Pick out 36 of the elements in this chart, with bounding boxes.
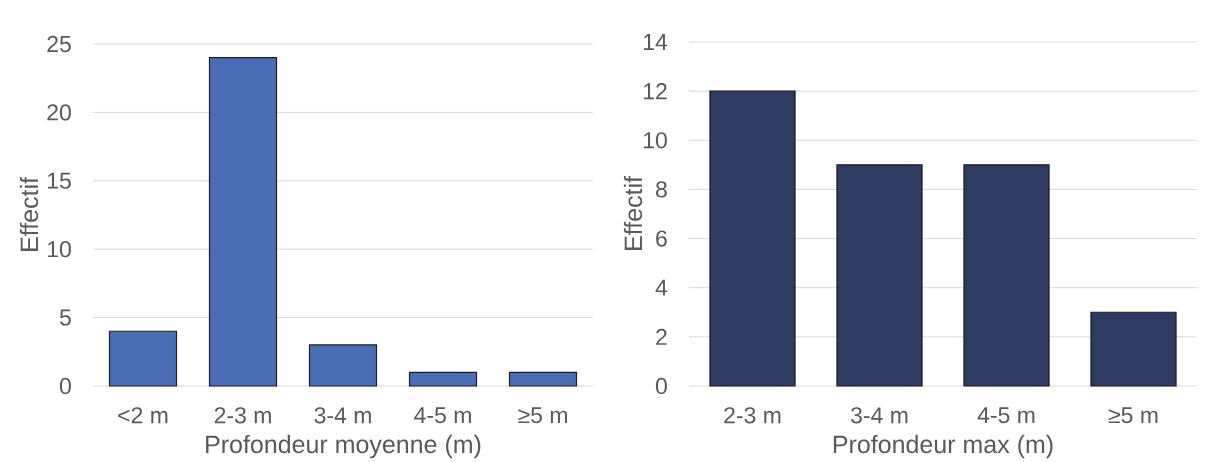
x-tick-label: ≥5 m xyxy=(518,407,567,424)
bar xyxy=(508,371,578,387)
y-tick-label: 12 xyxy=(643,83,667,100)
x-tick-label: 4-5 m xyxy=(977,407,1035,424)
x-tick-label: 4-5 m xyxy=(414,407,471,424)
bar xyxy=(208,57,278,387)
x-axis-title: Profondeur moyenne (m) xyxy=(206,434,481,459)
bar xyxy=(1090,311,1177,387)
x-tick-label: 2-3 m xyxy=(724,407,781,424)
bar xyxy=(836,164,923,387)
y-tick-label: 14 xyxy=(643,34,668,50)
y-tick-label: 2 xyxy=(656,328,667,345)
bar xyxy=(308,344,378,387)
x-tick-label: <2 m xyxy=(118,407,168,424)
y-tick-label: 6 xyxy=(656,230,667,247)
y-tick-label: 4 xyxy=(655,279,668,296)
y-tick-label: 0 xyxy=(59,377,71,395)
y-tick-label: 10 xyxy=(643,132,667,149)
x-tick-label: 2-3 m xyxy=(214,407,271,424)
y-tick-label: 8 xyxy=(656,181,667,198)
y-tick-label: 25 xyxy=(47,35,71,53)
x-axis-title: Profondeur max (m) xyxy=(833,434,1053,459)
y-tick-label: 10 xyxy=(47,241,71,258)
bar xyxy=(408,371,478,387)
x-tick-label: ≥5 m xyxy=(1108,407,1158,424)
bar xyxy=(709,90,796,387)
y-axis-title: Effectif xyxy=(19,176,39,251)
y-tick-label: 0 xyxy=(655,377,667,395)
x-tick-label: 3-4 m xyxy=(850,407,908,424)
x-tick-label: 3-4 m xyxy=(314,407,371,424)
bar xyxy=(108,330,178,387)
y-axis-title: Effectif xyxy=(623,175,643,250)
bar xyxy=(963,164,1050,387)
y-tick-label: 15 xyxy=(47,172,71,189)
y-tick-label: 20 xyxy=(47,104,71,121)
y-tick-label: 5 xyxy=(59,309,71,326)
